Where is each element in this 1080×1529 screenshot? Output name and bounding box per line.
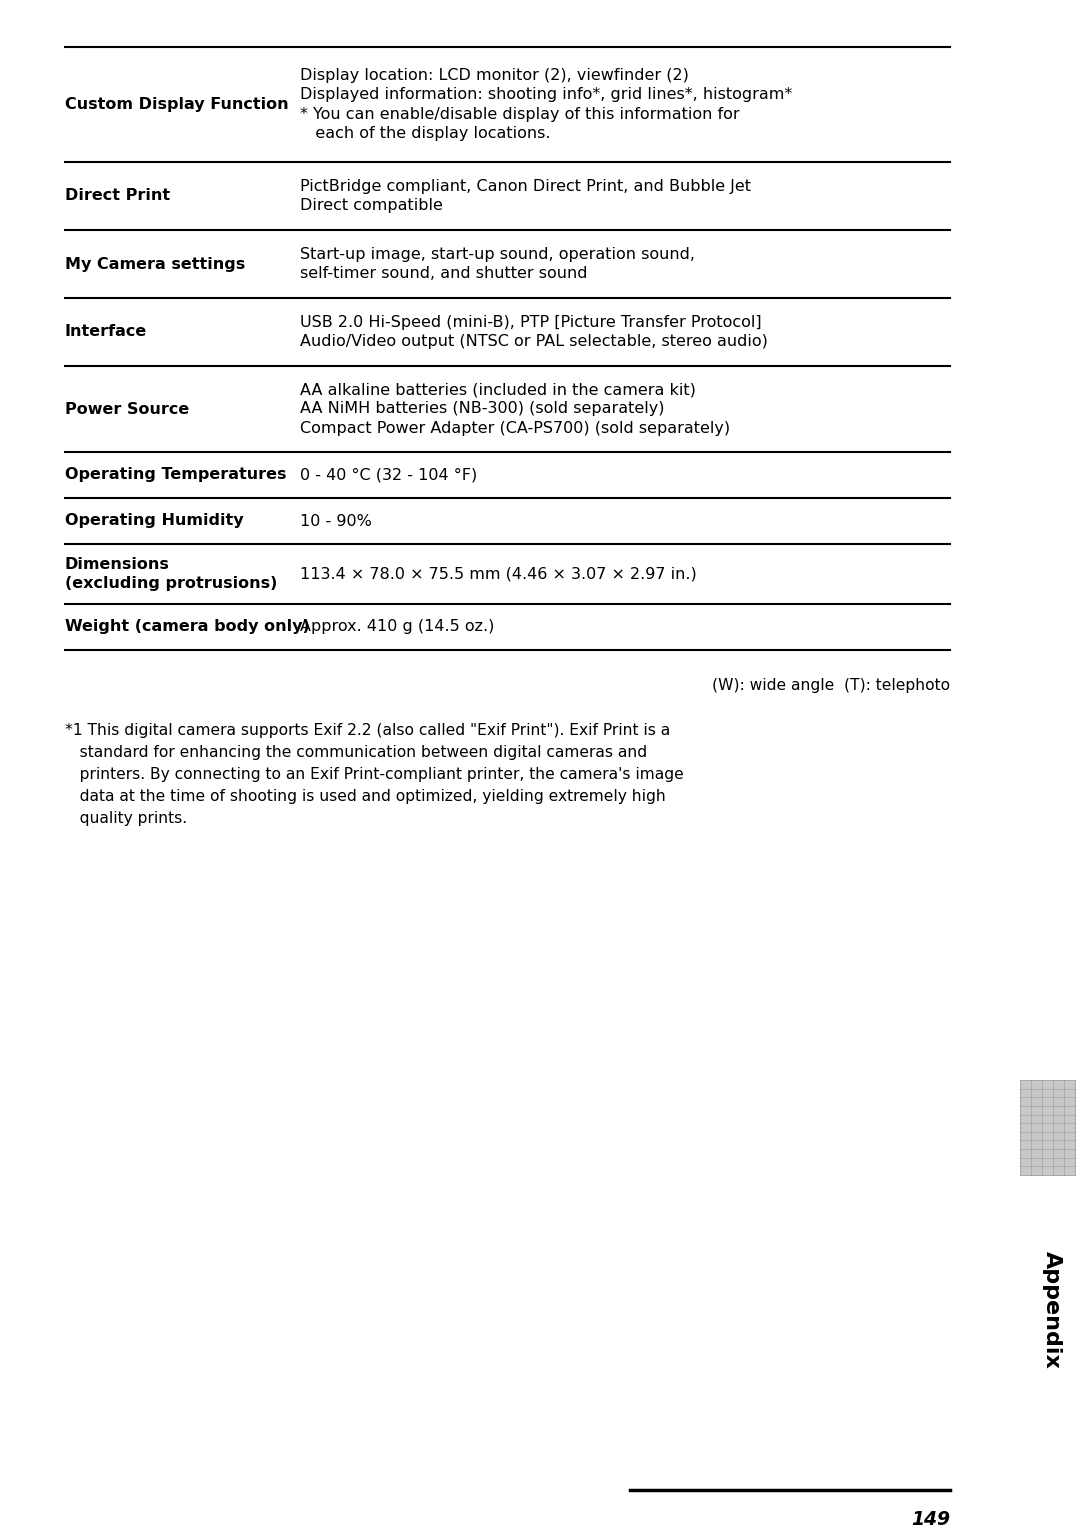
Bar [1020,1079,1075,1174]
Text: Direct Print: Direct Print [65,188,171,203]
Text: printers. By connecting to an Exif Print-compliant printer, the camera's image: printers. By connecting to an Exif Print… [65,768,684,781]
Text: 10 - 90%: 10 - 90% [300,514,372,529]
Text: quality prints.: quality prints. [65,810,187,826]
Text: Display location: LCD monitor (2), viewfinder (2)
Displayed information: shootin: Display location: LCD monitor (2), viewf… [300,69,793,141]
Text: PictBridge compliant, Canon Direct Print, and Bubble Jet
Direct compatible: PictBridge compliant, Canon Direct Print… [300,179,751,213]
Text: Approx. 410 g (14.5 oz.): Approx. 410 g (14.5 oz.) [300,619,495,635]
Text: Interface: Interface [65,324,147,339]
Text: Operating Temperatures: Operating Temperatures [65,468,286,483]
Text: Dimensions
(excluding protrusions): Dimensions (excluding protrusions) [65,557,278,592]
Text: Start-up image, start-up sound, operation sound,
self-timer sound, and shutter s: Start-up image, start-up sound, operatio… [300,246,696,281]
Text: 113.4 × 78.0 × 75.5 mm (4.46 × 3.07 × 2.97 in.): 113.4 × 78.0 × 75.5 mm (4.46 × 3.07 × 2.… [300,567,697,581]
Text: My Camera settings: My Camera settings [65,257,245,272]
Text: Weight (camera body only): Weight (camera body only) [65,619,310,635]
Text: USB 2.0 Hi-Speed (mini-B), PTP [Picture Transfer Protocol]
Audio/Video output (N: USB 2.0 Hi-Speed (mini-B), PTP [Picture … [300,315,768,349]
Text: 0 - 40 °C (32 - 104 °F): 0 - 40 °C (32 - 104 °F) [300,468,477,483]
Text: data at the time of shooting is used and optimized, yielding extremely high: data at the time of shooting is used and… [65,789,665,804]
Text: Custom Display Function: Custom Display Function [65,96,288,112]
Text: 149: 149 [912,1511,950,1529]
Text: AA alkaline batteries (included in the camera kit)
AA NiMH batteries (NB-300) (s: AA alkaline batteries (included in the c… [300,382,730,436]
Text: *1 This digital camera supports Exif 2.2 (also called "Exif Print"). Exif Print : *1 This digital camera supports Exif 2.2… [65,723,671,739]
Text: standard for enhancing the communication between digital cameras and: standard for enhancing the communication… [65,745,647,760]
Text: (W): wide angle  (T): telephoto: (W): wide angle (T): telephoto [712,677,950,693]
Text: Operating Humidity: Operating Humidity [65,514,244,529]
Text: Appendix: Appendix [1042,1251,1062,1368]
Text: Power Source: Power Source [65,402,189,416]
